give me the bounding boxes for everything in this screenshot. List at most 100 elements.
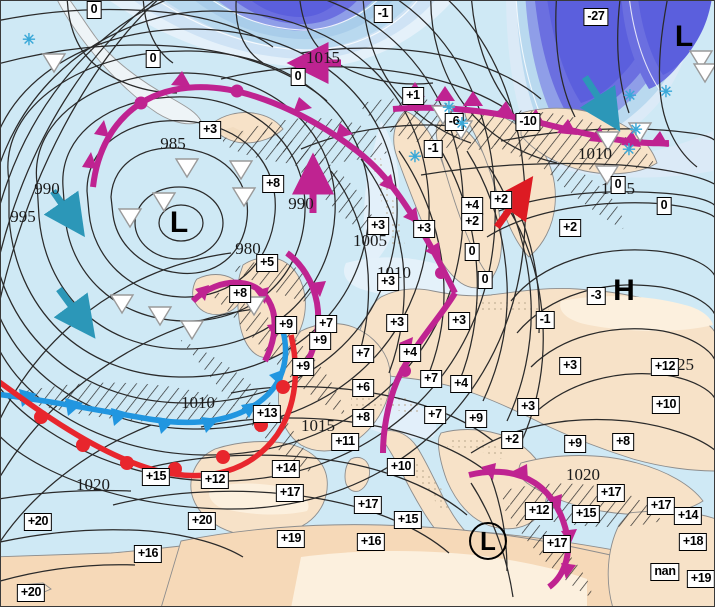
temperature-box: +1 xyxy=(402,87,424,105)
isobar-label: 990 xyxy=(34,179,60,198)
temperature-box: -1 xyxy=(535,311,555,329)
blue-arrow-1 xyxy=(43,189,85,238)
temperature-box: +3 xyxy=(199,121,221,139)
isobar-label: 985 xyxy=(160,134,186,153)
temperature-box: +19 xyxy=(686,570,714,588)
temperature-box: +9 xyxy=(275,316,297,334)
temperature-box: +3 xyxy=(386,314,408,332)
temperature-box: +9 xyxy=(465,410,487,428)
temperature-box: +16 xyxy=(133,545,163,563)
blue-arrow-3 xyxy=(579,75,621,132)
temperature-box: -6 xyxy=(444,113,464,131)
temperature-box: +2 xyxy=(501,431,523,449)
temperature-box: -3 xyxy=(586,287,606,305)
pressure-center-l: L xyxy=(674,20,694,53)
snow-icon: ✳ xyxy=(442,100,456,117)
temperature-box: 0 xyxy=(464,243,480,261)
temperature-box: +12 xyxy=(524,502,554,520)
temperature-box: +16 xyxy=(356,533,386,551)
temperature-box: +4 xyxy=(399,344,421,362)
temperature-box: 0 xyxy=(290,68,306,86)
occluded-front-central xyxy=(380,291,458,454)
temperature-box: +3 xyxy=(448,312,470,330)
temperature-box: +10 xyxy=(386,458,416,476)
wind-arrow-layer xyxy=(43,75,621,339)
temperature-box: +18 xyxy=(678,533,708,551)
temperature-box: +3 xyxy=(559,357,581,375)
temperature-box: 0 xyxy=(86,1,102,19)
pressure-center-l: L xyxy=(169,206,189,239)
temperature-box: +17 xyxy=(353,496,383,514)
isobar-label: 1015 xyxy=(306,48,340,67)
snow-icon: ✳ xyxy=(623,88,637,105)
snow-icon: ✳ xyxy=(22,32,36,49)
temperature-box: +8 xyxy=(262,175,284,193)
pressure-center-h: H xyxy=(613,274,635,307)
temperature-box: +17 xyxy=(646,497,676,515)
temperature-box: +5 xyxy=(256,254,278,272)
temperature-box: +11 xyxy=(331,433,359,451)
temperature-box: -1 xyxy=(423,140,443,158)
snow-icon: ✳ xyxy=(622,142,636,159)
temperature-box: +17 xyxy=(596,484,626,502)
temperature-box: +9 xyxy=(564,435,586,453)
temperature-box: +2 xyxy=(490,191,512,209)
temperature-box: +17 xyxy=(542,535,572,553)
temperature-box: +2 xyxy=(559,219,581,237)
temperature-box: +8 xyxy=(352,409,374,427)
temperature-box: -27 xyxy=(583,8,609,26)
temperature-box: -1 xyxy=(373,5,393,23)
isobar-label: 1010 xyxy=(578,144,612,163)
isobar-label: 1005 xyxy=(353,231,387,250)
isobar-label: 1020 xyxy=(76,475,110,494)
pressure-center-l: L xyxy=(469,522,507,560)
isobar-label: 990 xyxy=(288,194,314,213)
temperature-box: +12 xyxy=(650,358,680,376)
temperature-box: +8 xyxy=(612,433,634,451)
temperature-box: +19 xyxy=(276,530,306,548)
temperature-box: +7 xyxy=(352,345,374,363)
temperature-box: +3 xyxy=(377,273,399,291)
temperature-box: +3 xyxy=(517,398,539,416)
occluded-front-scotland xyxy=(285,250,322,371)
isobar-label: 980 xyxy=(235,239,261,258)
snow-icon: ✳ xyxy=(408,149,422,166)
temperature-box: 0 xyxy=(610,176,626,194)
temperature-box: +12 xyxy=(200,471,230,489)
temperature-box: +7 xyxy=(315,315,337,333)
temperature-box: +9 xyxy=(292,358,314,376)
isobar-label: 1015 xyxy=(301,416,335,435)
temperature-box: 0 xyxy=(656,197,672,215)
temperature-box: +20 xyxy=(23,513,53,531)
temperature-box: +3 xyxy=(367,217,389,235)
temperature-box: +6 xyxy=(352,379,374,397)
temperature-box: +9 xyxy=(309,332,331,350)
snow-icon: ✳ xyxy=(455,116,469,133)
temperature-box: nan xyxy=(650,563,680,581)
temperature-box: +8 xyxy=(229,285,251,303)
temperature-box: +7 xyxy=(424,406,446,424)
snow-icon: ✳ xyxy=(659,84,673,101)
temperature-box: +3 xyxy=(413,220,435,238)
temperature-box: -10 xyxy=(515,113,541,131)
temperature-box: +15 xyxy=(393,511,423,529)
temperature-box: +7 xyxy=(420,370,442,388)
snow-icon: ✳ xyxy=(629,122,643,139)
temperature-box: +15 xyxy=(571,505,601,523)
temperature-box: +15 xyxy=(141,468,171,486)
temperature-box: +17 xyxy=(275,484,305,502)
blue-arrow-2 xyxy=(53,286,96,339)
isobar-label: 995 xyxy=(10,207,36,226)
temperature-box: +14 xyxy=(271,460,301,478)
temperature-box: +20 xyxy=(187,512,217,530)
temperature-box: 0 xyxy=(145,50,161,68)
isobar-label: 1020 xyxy=(566,465,600,484)
temperature-box: +13 xyxy=(252,405,282,423)
temperature-box: +2 xyxy=(461,213,483,231)
temperature-box: 0 xyxy=(477,271,493,289)
isobar-label: 1010 xyxy=(181,393,215,412)
temperature-box: +10 xyxy=(651,396,681,414)
temperature-box: +20 xyxy=(16,584,46,602)
